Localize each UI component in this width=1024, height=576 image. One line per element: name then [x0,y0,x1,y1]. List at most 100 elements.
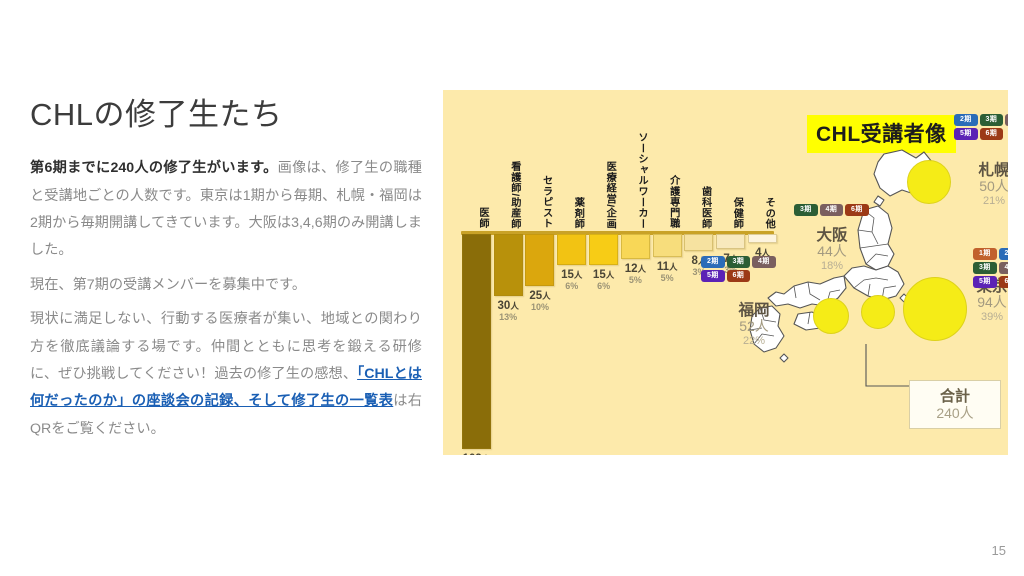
total-box: 合計 240人 [909,380,1001,429]
bar-category-9: その他 [747,98,778,231]
city-label-fukuoka: 福岡 52人 22% [708,302,800,347]
paragraph-2: 現在、第7期の受講メンバーを募集中です。 [30,276,307,293]
bar-value-block: 15人 6% [593,269,614,292]
bar-percent: 6% [597,281,611,292]
japan-outline-map [749,149,938,387]
bar-percent: 13% [499,312,518,323]
bubble-tokyo [903,277,967,341]
bar-value: 4人 [755,247,771,259]
bar-value: 30人 [497,300,519,312]
bar-value-block: 25人 10% [529,290,550,313]
bar-rect [557,234,587,265]
terms-tokyo: 1期2期3期4期5期6期 [973,248,1008,288]
city-count: 50人 [979,178,1008,195]
bar-category-label: 医療経営/企画 [604,160,616,229]
paragraph-1: 第6期までに240人の修了生がいます。画像は、修了生の職種と受講地ごとの人数です… [30,160,422,259]
bar-value: 109人 [463,453,491,455]
term-badge-1期: 1期 [973,248,997,260]
bar-rect [525,234,555,286]
bar-rect [620,234,650,259]
city-count: 52人 [739,318,769,335]
infographic-panel: 医師 看護師/助産師 セラピスト 薬剤師 医療経営/企画 ソーシャルワーカー 介護専門職 歯科… [443,90,1008,455]
bar-rect [684,234,714,251]
bar-category-4: 医療経営/企画 [588,98,619,231]
term-badge-2期: 2期 [954,114,978,126]
bar-series: 109人45%30人13%25人10%15人6%15人6%12人5%11人5%8… [461,234,779,455]
city-name: 福岡 [738,302,770,319]
bar-rect [716,234,746,249]
bar-category-2: セラピスト [525,98,556,231]
bar-category-label: 介護専門職 [667,175,679,229]
bar-column-0[interactable]: 109人45% [461,234,492,455]
bar-value: 12人 [624,263,647,275]
bar-category-label: 薬剤師 [572,196,584,229]
city-name: 大阪 [816,227,848,244]
bar-category-labels: 医師 看護師/助産師 セラピスト 薬剤師 医療経営/企画 ソーシャルワーカー 介護専門職 歯科… [461,98,779,231]
term-badge-4期: 4期 [1005,114,1008,126]
bar-value-block: 109人45% [463,453,491,455]
bar-rect [493,234,523,296]
term-badge-4期: 4期 [998,262,1008,274]
bar-category-label: セラピスト [540,175,552,229]
term-badge-6期: 6期 [998,276,1008,288]
term-badge-5期: 5期 [954,128,978,140]
page-title: CHLの修了生たち [30,97,283,132]
bar-column-3[interactable]: 15人 6% [556,234,587,292]
bar-category-1: 看護師/助産師 [493,98,524,231]
bar-value: 15人 [561,269,583,281]
bar-category-0: 医師 [461,98,492,231]
chl-banner-title: CHL受講者像 [807,115,956,153]
japan-bubble-map: CHL受講者像 [701,90,1008,455]
bar-rect [461,234,491,449]
bar-percent: 5% [660,273,674,284]
bar-category-7: 歯科医師 [684,98,715,231]
term-badge-6期: 6期 [726,270,750,282]
bar-rect [748,234,778,243]
city-label-sapporo: 札幌 50人 21% [949,162,1008,207]
bar-category-label: 歯科医師 [699,185,711,229]
term-badge-2期: 2期 [998,248,1008,260]
paragraph-3: 現状に満足しない、行動する医療者が集い、地域との関わり方を徹底議論する場です。仲… [30,311,422,437]
bar-category-label: その他 [763,196,775,229]
bar-column-6[interactable]: 11人 5% [652,234,683,284]
chart-axis-line [461,231,774,235]
bar-column-5[interactable]: 12人 5% [620,234,651,286]
term-badge-3期: 3期 [726,256,750,268]
bar-rect [652,234,682,257]
bar-value: 15人 [592,269,615,281]
term-badge-3期: 3期 [973,262,997,274]
occupation-bar-chart: 医師 看護師/助産師 セラピスト 薬剤師 医療経営/企画 ソーシャルワーカー 介護専門職 歯科… [461,98,779,455]
bar-percent: 6% [565,281,579,292]
inline-link[interactable]: 「CHLとは何だったのか」の座談会の記録、そして修了生の一覧表 [30,366,422,410]
bar-rect [589,234,619,265]
bar-column-2[interactable]: 25人 10% [525,234,556,313]
bubble-fukuoka [813,298,849,334]
total-value: 240人 [936,405,974,422]
bar-value-block: 15人 6% [561,269,582,292]
bar-percent: 3% [692,267,706,278]
term-badge-6期: 6期 [979,128,1003,140]
bar-percent: 5% [628,275,642,286]
term-badge-3期: 3期 [794,204,818,216]
bar-category-6: 介護専門職 [652,98,683,231]
bar-category-5: ソーシャルワーカー [620,98,651,231]
bar-value: 11人 [656,261,678,273]
term-badge-5期: 5期 [701,270,725,282]
bar-value-block: 11人 5% [657,261,678,284]
bar-value: 25人 [529,290,551,302]
bar-percent: 10% [530,302,549,313]
city-name: 札幌 [978,162,1008,179]
bar-category-label: 看護師/助産師 [508,160,520,229]
total-label: 合計 [939,387,970,405]
bar-value-block: 12人 5% [625,263,646,286]
bar-category-label: ソーシャルワーカー [635,131,647,229]
bar-column-1[interactable]: 30人 13% [493,234,524,323]
city-count: 44人 [817,243,847,260]
bubble-osaka [861,295,895,329]
bar-category-8: 保健師 [715,98,746,231]
page-number: 15 [991,543,1006,558]
bubble-sapporo [907,160,951,204]
bar-column-4[interactable]: 15人 6% [588,234,619,292]
city-label-osaka: 大阪 44人 18% [787,227,877,272]
